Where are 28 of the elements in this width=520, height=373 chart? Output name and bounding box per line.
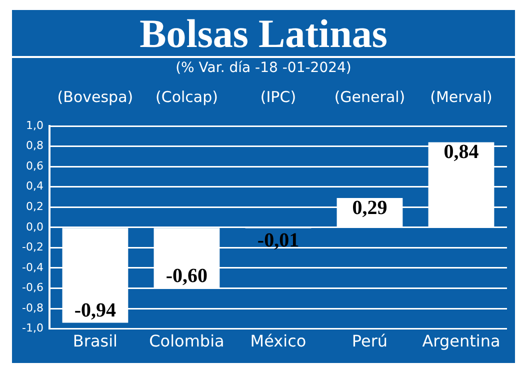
text: (Bovespa) xyxy=(57,88,134,106)
text: (Colcap) xyxy=(155,88,218,106)
chart-subtitle: (% Var. día -18 -01-2024) xyxy=(174,60,352,78)
y-tick-label: -0,4 xyxy=(22,260,44,274)
data-label: -0,60 xyxy=(166,265,208,288)
y-tick-label: 0,4 xyxy=(26,180,44,193)
data-label: 0,29 xyxy=(352,196,388,219)
x-tick-label: Argentina xyxy=(422,332,500,351)
y-tick-label: 1,0 xyxy=(26,118,44,132)
y-tick-label: -0,8 xyxy=(22,301,44,314)
y-tick-label: -1,0 xyxy=(22,322,44,335)
x-tick-label: Perú xyxy=(352,332,388,351)
x-tick-label: México xyxy=(250,332,306,351)
text: (General) xyxy=(334,88,406,106)
y-tick-label: 0,2 xyxy=(26,200,44,213)
y-tick-label: -0,2 xyxy=(22,240,44,254)
y-tick-label: 0,0 xyxy=(26,220,44,234)
text: (IPC) xyxy=(260,88,296,106)
y-tick-label: 0,8 xyxy=(26,139,44,152)
y-tick-label: 0,6 xyxy=(26,159,44,172)
y-tick-label: -0,6 xyxy=(22,281,44,294)
text: (Merval) xyxy=(430,88,492,106)
data-label: -0,01 xyxy=(257,229,300,252)
data-label: 0,84 xyxy=(444,141,479,164)
x-tick-label: Brasil xyxy=(72,332,118,351)
chart-title: Bolsas Latinas xyxy=(12,10,515,58)
x-tick-label: Colombia xyxy=(149,332,224,351)
data-label: -0,94 xyxy=(74,300,116,322)
